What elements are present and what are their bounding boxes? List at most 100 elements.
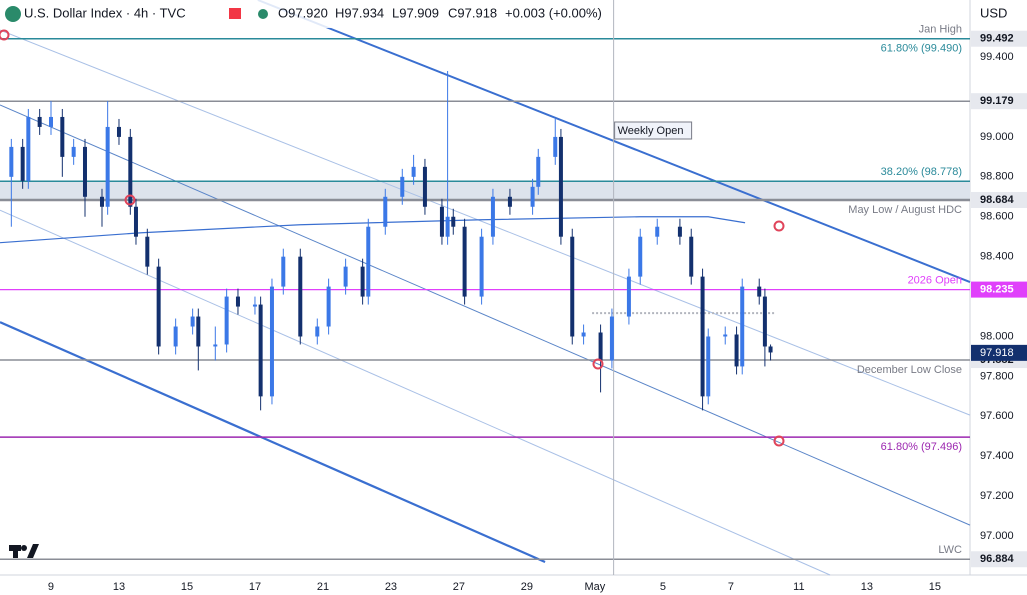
- candle-body: [530, 186, 535, 207]
- ohlc-high: H97.934: [335, 5, 384, 20]
- candle-body: [326, 286, 331, 327]
- candle-body: [626, 276, 631, 317]
- y-tick-label: 98.400: [980, 251, 1014, 263]
- logo-part: [21, 545, 27, 551]
- candle-body: [133, 206, 138, 237]
- candle-body: [37, 116, 42, 127]
- weekly-open-label: Weekly Open: [618, 125, 684, 137]
- x-tick-label: 13: [113, 581, 125, 593]
- candle-body: [269, 286, 274, 397]
- moving-average: [0, 216, 746, 244]
- y-tick-label: 97.800: [980, 370, 1014, 382]
- candle-body: [734, 334, 739, 367]
- x-tick-label: 29: [521, 581, 533, 593]
- candle-body: [479, 236, 484, 297]
- x-tick-label: 13: [861, 581, 873, 593]
- price-box: [971, 93, 1027, 110]
- candle-body: [258, 304, 263, 397]
- candle-body: [156, 266, 161, 347]
- candle-body: [400, 176, 405, 197]
- pivot-marker: [773, 220, 785, 232]
- candle-body: [740, 286, 745, 367]
- price-box: [971, 30, 1027, 47]
- candle-body: [224, 296, 229, 345]
- candle-body: [9, 146, 14, 177]
- price-box: [971, 551, 1027, 568]
- candle-body: [558, 136, 563, 237]
- level-label: 38.20% (98.778): [881, 166, 962, 178]
- candle-body: [422, 166, 427, 207]
- candle-body: [638, 236, 643, 277]
- y-tick-label: 97.200: [980, 490, 1014, 502]
- status-dot: [258, 9, 268, 19]
- candle-body: [82, 146, 87, 197]
- candle-body: [60, 116, 65, 157]
- candle-body: [116, 126, 121, 137]
- candle-body: [507, 196, 512, 207]
- tv-logo: [9, 544, 39, 558]
- candle-body: [20, 146, 25, 181]
- price-box: [971, 281, 1027, 298]
- candle-body: [105, 126, 110, 207]
- candle-body: [536, 156, 541, 187]
- candle-body: [655, 226, 660, 237]
- candle-body: [128, 136, 133, 207]
- y-tick-label: 97.600: [980, 410, 1014, 422]
- pivot-marker: [0, 29, 10, 41]
- level-label: Jan High: [919, 24, 962, 36]
- pivot-marker: [592, 358, 604, 370]
- pivot-marker: [124, 194, 136, 206]
- level-label: 61.80% (97.496): [881, 441, 962, 453]
- candle-body: [700, 276, 705, 397]
- price-box: [971, 191, 1027, 208]
- candle-body: [343, 266, 348, 287]
- last-price-label: 97.918: [980, 347, 1014, 359]
- flag-icon: [229, 8, 241, 19]
- ohlc-close: C97.918: [448, 5, 497, 20]
- logo-part: [27, 544, 39, 558]
- pivot-markers: [0, 29, 785, 447]
- y-tick-label: 99.400: [980, 51, 1014, 63]
- price-box-label: 99.492: [980, 33, 1014, 45]
- candle-body: [48, 116, 53, 127]
- level-label: 2026 Open: [908, 275, 962, 287]
- header-title: U.S. Dollar Index · 4h · TVC: [24, 5, 186, 20]
- candle-body: [462, 226, 467, 297]
- y-tick-label: 97.400: [980, 450, 1014, 462]
- candle-body: [451, 216, 456, 227]
- x-tick-label: 17: [249, 581, 261, 593]
- pivot-marker: [773, 435, 785, 447]
- candle-body: [99, 196, 104, 207]
- candle-body: [145, 236, 150, 267]
- x-tick-label: 11: [793, 581, 804, 593]
- candle-body: [360, 266, 365, 297]
- candle-body: [706, 336, 711, 397]
- y-tick-label: 98.800: [980, 171, 1014, 183]
- ohlc-change: +0.003 (+0.00%): [505, 5, 602, 20]
- candle-body: [196, 316, 201, 347]
- channel-line: [0, 209, 831, 576]
- x-tick-label: 15: [181, 581, 193, 593]
- x-tick-label: 5: [660, 581, 666, 593]
- candle-body: [570, 236, 575, 337]
- level-label: December Low Close: [857, 364, 962, 376]
- weekly-open-box: [614, 121, 693, 140]
- x-tick-label: 9: [48, 581, 54, 593]
- candle-body: [757, 286, 762, 297]
- logo-part: [13, 545, 18, 558]
- y-tick-label: 99.000: [980, 131, 1014, 143]
- candle-body: [411, 166, 416, 177]
- candle-body: [190, 316, 195, 327]
- level-label: May Low / August HDC: [848, 204, 962, 216]
- y-tick-label: 97.000: [980, 530, 1014, 542]
- x-tick-label: 21: [317, 581, 329, 593]
- ohlc-low: L97.909: [392, 5, 439, 20]
- candle-body: [173, 326, 178, 347]
- header-bg: [0, 0, 600, 28]
- channel-line: [0, 29, 971, 416]
- currency: USD: [980, 5, 1007, 20]
- channel-line: [0, 104, 971, 526]
- price-box-label: 96.884: [980, 553, 1015, 565]
